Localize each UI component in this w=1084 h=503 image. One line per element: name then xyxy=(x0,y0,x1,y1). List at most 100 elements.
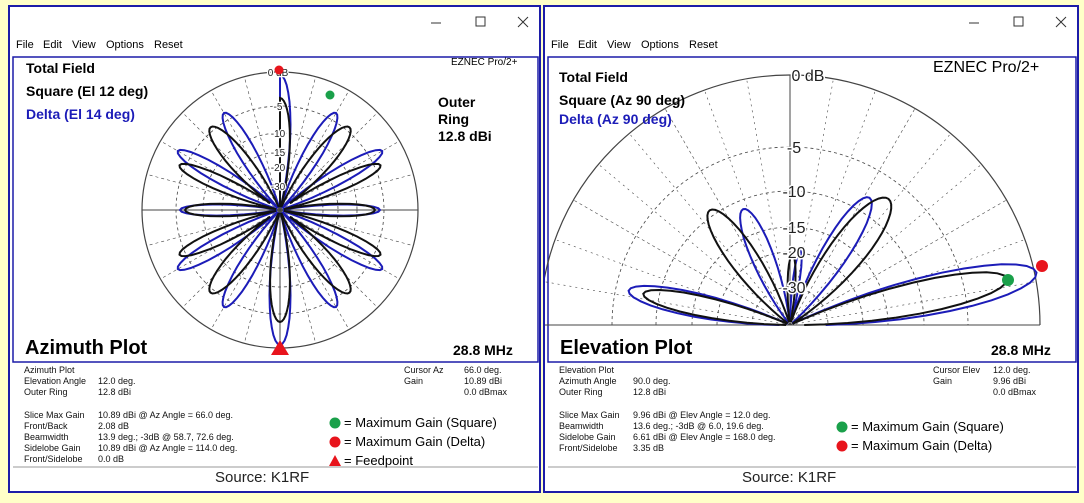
menu-item: Edit xyxy=(43,39,62,51)
plot-area xyxy=(547,56,1077,363)
ring-label: -10 xyxy=(782,184,805,201)
spoke xyxy=(243,209,281,344)
ring-label: -5 xyxy=(787,140,801,157)
frequency: 28.8 MHz xyxy=(453,342,513,358)
cursor-label: Cursor Elev xyxy=(933,365,981,375)
key-marker xyxy=(836,421,848,433)
ring-label: -15 xyxy=(271,148,286,159)
menu-item: Edit xyxy=(578,39,597,51)
spoke xyxy=(243,76,281,211)
window-graphics: 0 dB-5-10-15-20-30 xyxy=(545,16,1077,468)
menu-item: File xyxy=(551,39,569,51)
cursor-value: 10.89 dBi xyxy=(464,376,503,386)
stat-value: 10.89 dBi @ Az Angle = 66.0 deg. xyxy=(98,410,233,420)
ring-label: -15 xyxy=(782,220,805,237)
max-delta-marker xyxy=(274,65,284,75)
spoke xyxy=(146,209,281,247)
legend-entry: Square (El 12 deg) xyxy=(26,83,149,99)
key-entry: = Maximum Gain (Square) xyxy=(344,415,497,430)
maximize-icon xyxy=(1013,16,1024,27)
cursor-extra: 0.0 dBmax xyxy=(464,387,508,397)
info-value: 12.8 dBi xyxy=(633,387,667,397)
stat-label: Front/Sidelobe xyxy=(559,443,618,453)
max-delta-marker xyxy=(1036,260,1048,272)
key-entry: = Maximum Gain (Delta) xyxy=(344,434,486,449)
ring-note: Outer xyxy=(438,94,476,110)
spoke xyxy=(279,209,350,330)
ring-label: -30 xyxy=(271,182,286,193)
legend-entry: Total Field xyxy=(26,60,95,76)
cursor-value: 66.0 deg. xyxy=(464,365,502,375)
stat-label: Beamwidth xyxy=(24,432,69,442)
menu-item: File xyxy=(16,39,34,51)
stat-label: Slice Max Gain xyxy=(559,410,620,420)
spoke xyxy=(210,209,281,330)
info-label: Outer Ring xyxy=(24,387,68,397)
eznec-window: 0 dB -5 -10 -15 -20 -30 File Edit View Options Res… xyxy=(543,5,1079,493)
stat-label: Slice Max Gain xyxy=(24,410,85,420)
stat-value: 2.08 dB xyxy=(98,421,130,431)
plot-title: Elevation Plot xyxy=(560,337,693,359)
key-entry: = Maximum Gain (Delta) xyxy=(851,438,993,453)
stat-label: Sidelobe Gain xyxy=(24,443,81,453)
cursor-extra: 0.0 dBmax xyxy=(993,387,1037,397)
spoke xyxy=(279,209,378,308)
cursor-value: 12.0 deg. xyxy=(993,365,1031,375)
spoke xyxy=(279,76,317,211)
menu-item: View xyxy=(72,39,96,51)
stat-label: Front/Back xyxy=(24,421,68,431)
stat-value: 0.0 dB xyxy=(98,454,125,464)
menu-item: Reset xyxy=(689,39,718,51)
key-marker xyxy=(329,436,341,448)
frequency: 28.8 MHz xyxy=(991,342,1051,358)
stat-label: Beamwidth xyxy=(559,421,604,431)
stat-value: 13.6 deg.; -3dB @ 6.0, 19.6 deg. xyxy=(633,421,764,431)
stat-value: 3.35 dB xyxy=(633,443,665,453)
ring xyxy=(611,146,969,326)
menu-item: View xyxy=(607,39,631,51)
window-graphics: 0 dB-5-10-15-20-30 xyxy=(12,16,539,468)
info-label: Azimuth Angle xyxy=(559,376,617,386)
stat-value: 13.9 deg.; -3dB @ 58.7, 72.6 deg. xyxy=(98,432,234,442)
info-value: 12.0 deg. xyxy=(98,376,136,386)
ring-label: 0 dB xyxy=(792,68,825,85)
key-marker xyxy=(329,417,341,429)
stat-value: 6.61 dBi @ Elev Angle = 168.0 deg. xyxy=(633,432,776,442)
menu-item: Options xyxy=(106,39,144,51)
spoke xyxy=(279,112,378,211)
stat-value: 9.96 dBi @ Elev Angle = 12.0 deg. xyxy=(633,410,771,420)
source: Source: K1RF xyxy=(215,469,310,486)
ring-note: Ring xyxy=(438,111,470,127)
ring-label: -20 xyxy=(271,163,286,174)
program-name: EZNEC Pro/2+ xyxy=(933,59,1040,76)
spoke xyxy=(182,209,281,308)
info-label: Elevation Angle xyxy=(24,376,87,386)
ring-note: 12.8 dBi xyxy=(438,128,492,144)
legend-entry: Delta (Az 90 deg) xyxy=(559,111,672,127)
info-title: Elevation Plot xyxy=(559,365,615,375)
ring-label: -30 xyxy=(782,280,805,297)
menu-item: Options xyxy=(641,39,679,51)
cursor-label: Gain xyxy=(933,376,953,386)
ring-label: -10 xyxy=(271,129,286,140)
spoke xyxy=(182,112,281,211)
max-square-marker xyxy=(1002,274,1014,286)
feedpoint-marker xyxy=(271,340,289,355)
legend-entry: Total Field xyxy=(559,69,628,85)
legend-entry: Delta (El 14 deg) xyxy=(26,106,135,122)
ring-label: -5 xyxy=(274,102,283,113)
key-marker xyxy=(836,440,848,452)
cursor-value: 9.96 dBi xyxy=(993,376,1027,386)
spoke xyxy=(279,209,414,247)
program-name: EZNEC Pro/2+ xyxy=(451,57,518,68)
info-label: Outer Ring xyxy=(559,387,603,397)
info-value: 90.0 deg. xyxy=(633,376,671,386)
key-entry: = Maximum Gain (Square) xyxy=(851,419,1004,434)
plot-title: Azimuth Plot xyxy=(25,337,148,359)
key-marker xyxy=(329,455,341,466)
spoke xyxy=(210,90,281,211)
spoke xyxy=(146,173,281,211)
menu-item: Reset xyxy=(154,39,183,51)
info-title: Azimuth Plot xyxy=(24,365,75,375)
